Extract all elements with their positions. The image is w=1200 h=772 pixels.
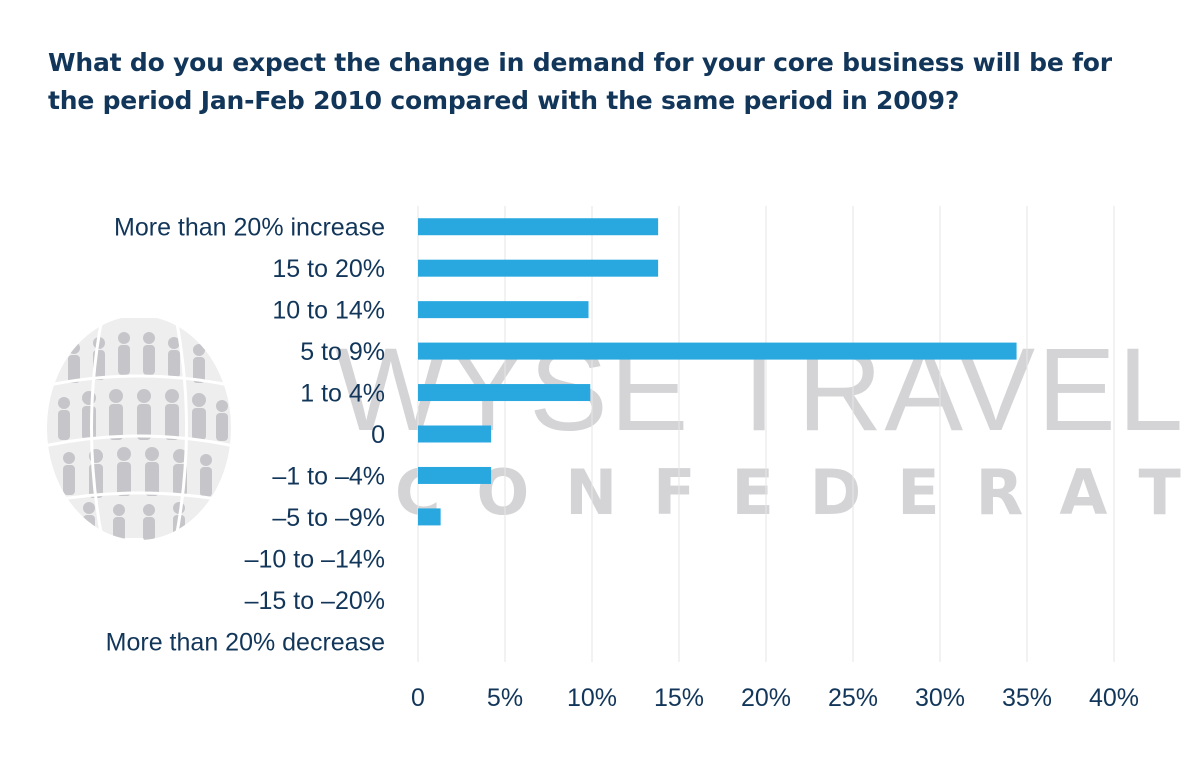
category-label: 0 xyxy=(371,421,385,449)
watermark-subtext: CONFEDERATION xyxy=(395,456,1200,529)
bar xyxy=(418,466,492,484)
x-tick-label: 40% xyxy=(1089,684,1139,712)
bar xyxy=(418,342,1017,360)
x-tick-label: 0 xyxy=(411,684,425,712)
category-label: –15 to –20% xyxy=(245,587,385,615)
bar xyxy=(418,508,441,526)
category-label: –10 to –14% xyxy=(245,545,385,573)
category-label: More than 20% increase xyxy=(114,214,385,242)
chart-title: What do you expect the change in demand … xyxy=(48,48,1112,115)
x-tick-label: 25% xyxy=(828,684,878,712)
category-label: More than 20% decrease xyxy=(106,628,385,656)
bar xyxy=(418,384,591,402)
x-tick-label: 5% xyxy=(487,684,523,712)
category-label: –1 to –4% xyxy=(272,462,385,490)
globe-watermark-icon xyxy=(47,316,231,540)
bar xyxy=(418,218,659,236)
bar xyxy=(418,259,659,277)
category-label: 1 to 4% xyxy=(300,380,385,408)
x-tick-label: 20% xyxy=(741,684,791,712)
x-tick-label: 10% xyxy=(567,684,617,712)
category-label: –5 to –9% xyxy=(272,504,385,532)
bar xyxy=(418,301,589,319)
bar xyxy=(418,425,492,443)
x-tick-label: 30% xyxy=(915,684,965,712)
category-label: 10 to 14% xyxy=(272,297,385,325)
category-label: 5 to 9% xyxy=(300,338,385,366)
x-tick-label: 15% xyxy=(654,684,704,712)
category-label: 15 to 20% xyxy=(272,255,385,283)
x-tick-label: 35% xyxy=(1002,684,1052,712)
